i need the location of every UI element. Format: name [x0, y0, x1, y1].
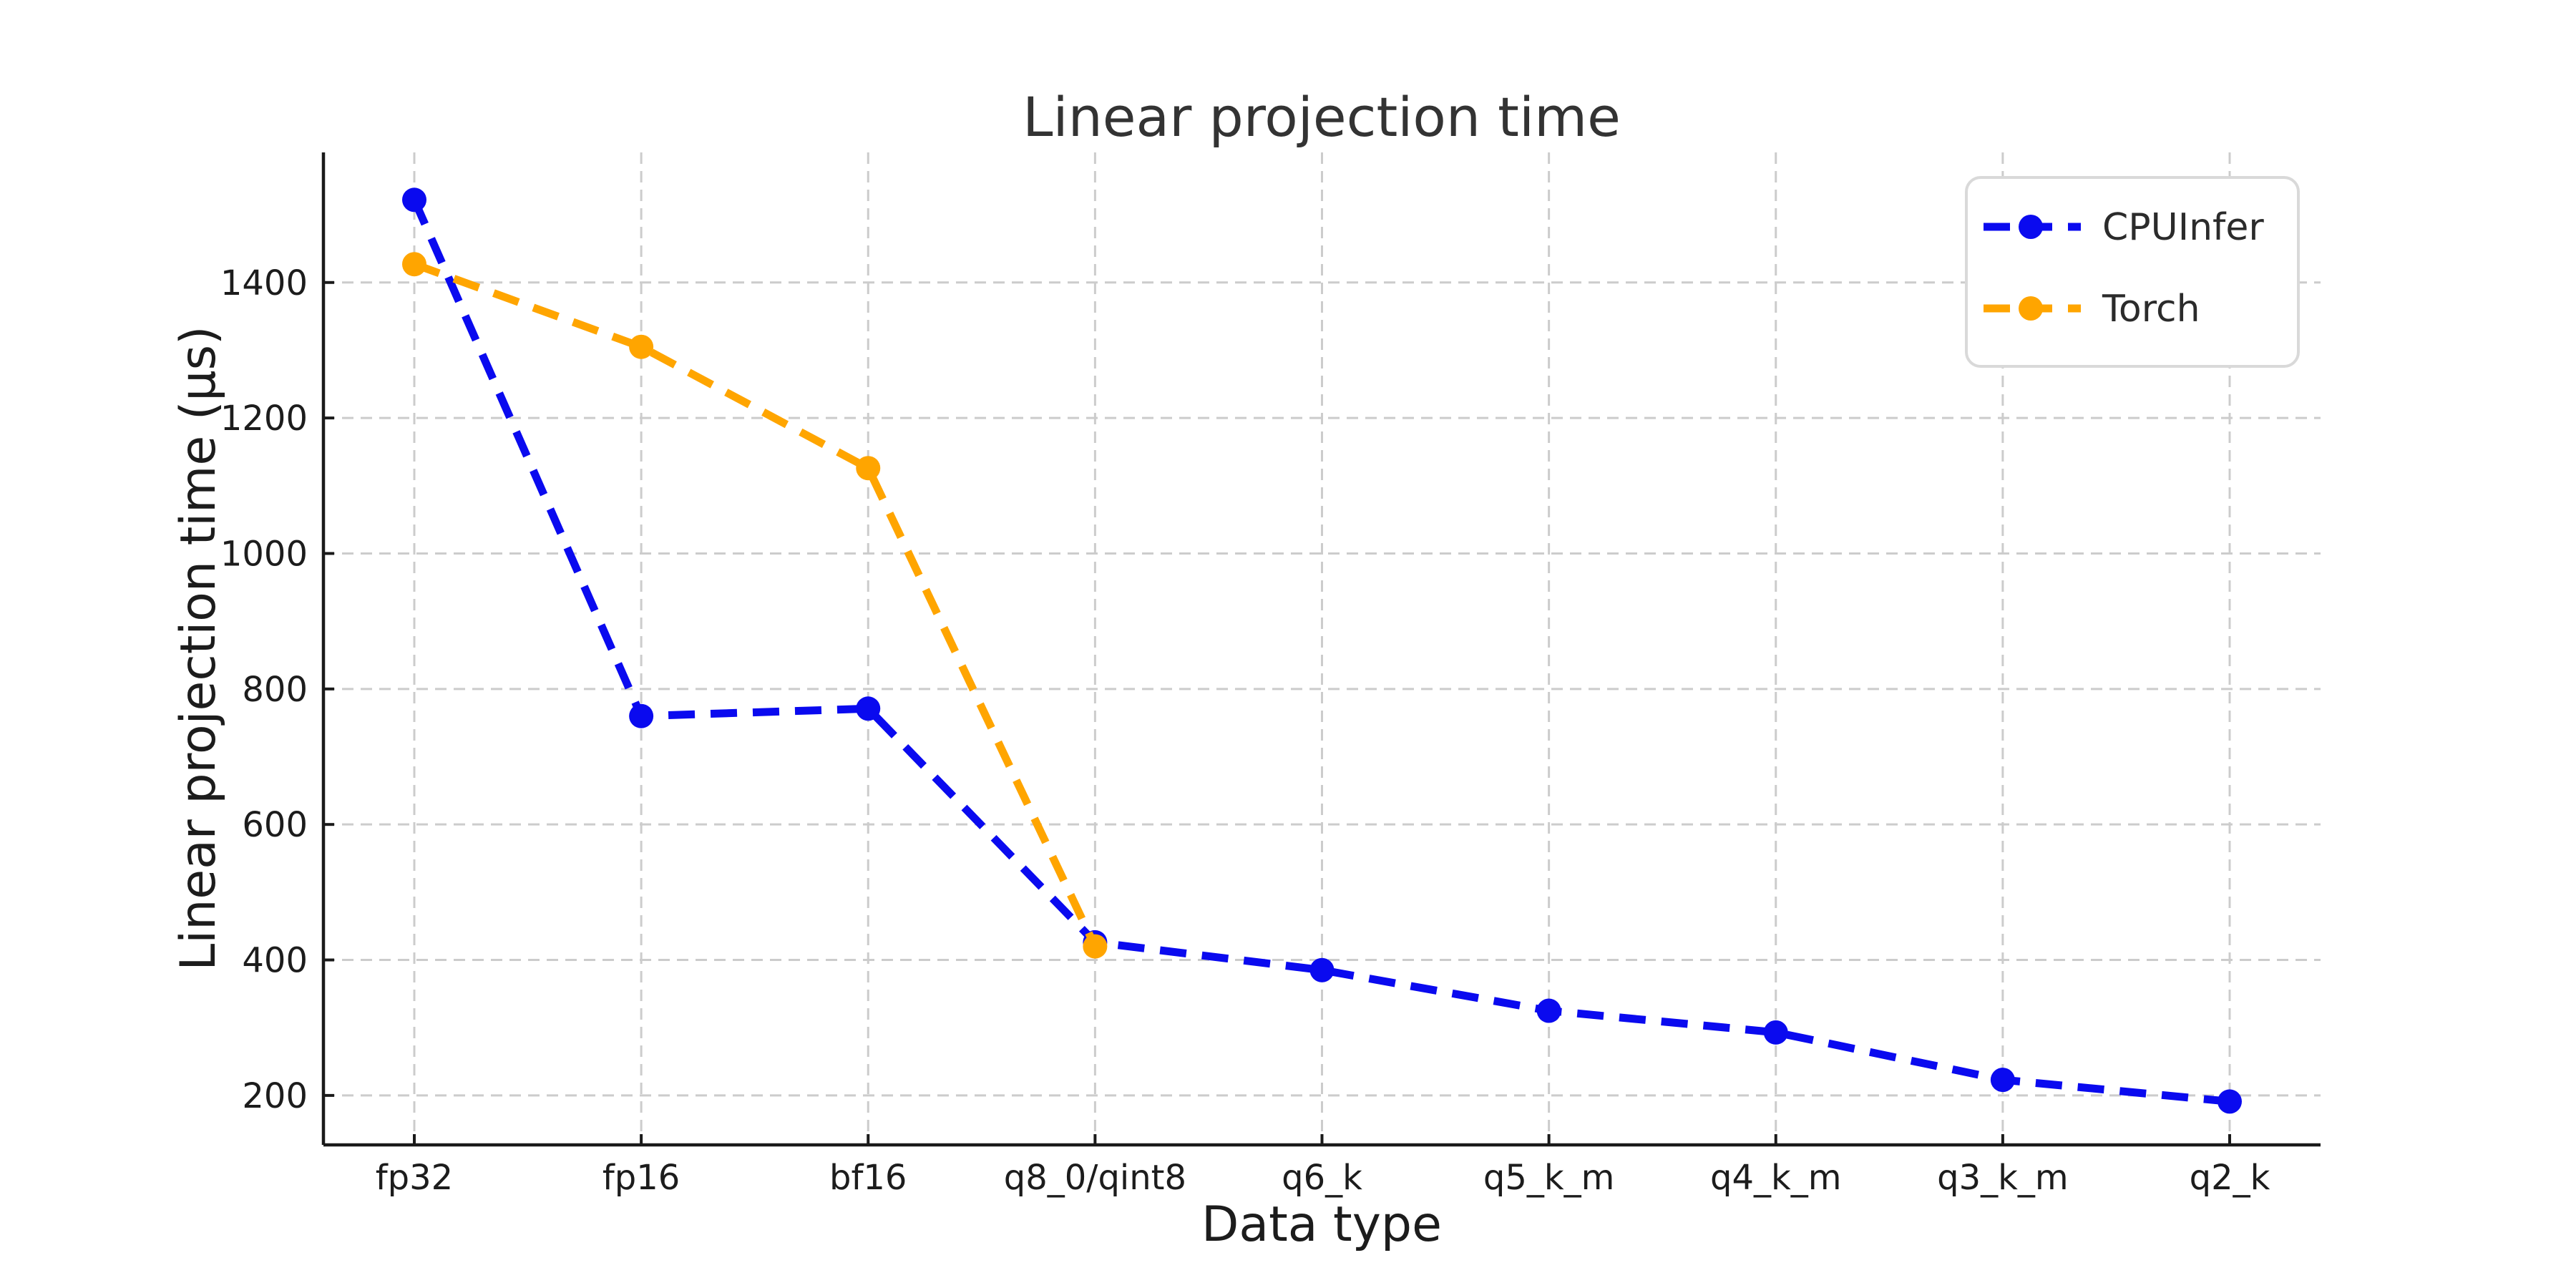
data-point-cpuinfer-q6_k [1309, 957, 1335, 982]
y-tick-label: 600 [242, 805, 308, 845]
y-tick-label: 800 [242, 670, 308, 710]
y-tick-label: 1200 [220, 399, 308, 439]
x-tick-label: q4_k_m [1710, 1158, 1842, 1198]
data-point-torch-q8_0/qint8 [1083, 934, 1108, 959]
data-point-cpuinfer-q3_k_m [1990, 1068, 2015, 1093]
legend-label-torch: Torch [2102, 288, 2200, 331]
series-layer [402, 187, 2242, 1114]
data-point-cpuinfer-fp32 [402, 187, 426, 213]
x-tick-label: q3_k_m [1937, 1158, 2069, 1198]
x-tick-label: q2_k [2190, 1158, 2270, 1198]
y-tick-label: 400 [242, 941, 308, 981]
x-tick-label: bf16 [829, 1158, 907, 1198]
data-point-cpuinfer-q2_k [2218, 1089, 2242, 1114]
data-point-cpuinfer-q5_k_m [1536, 998, 1561, 1023]
x-tick-label: q8_0/qint8 [1004, 1158, 1186, 1198]
series-line-torch [413, 260, 1099, 948]
legend-handle-marker [2019, 215, 2043, 239]
x-tick-label: q6_k [1282, 1158, 1362, 1198]
y-tick-label: 200 [242, 1076, 308, 1116]
axis-layer: 200 400 600 800 1000 1200 1400 fp32 fp16 bf16 q8_0… [220, 152, 2321, 1198]
data-point-cpuinfer-bf16 [856, 696, 881, 721]
legend-handle-marker [2019, 296, 2043, 321]
data-point-cpuinfer-q4_k_m [1763, 1020, 1788, 1045]
data-point-torch-fp32 [402, 252, 426, 277]
x-tick-label: fp32 [376, 1158, 453, 1198]
series-line-cpuinfer [410, 198, 2230, 1106]
legend-label-cpuinfer: CPUInfer [2102, 206, 2264, 249]
legend: CPUInfer Torch [1965, 176, 2300, 368]
x-tick-label: q5_k_m [1483, 1158, 1615, 1198]
chart-title: Linear projection time [1023, 85, 1621, 149]
y-tick-label: 1400 [220, 263, 308, 303]
y-axis-label: Linear projection time (μs) [170, 326, 227, 970]
y-tick-label: 1000 [220, 534, 308, 574]
data-point-cpuinfer-fp16 [629, 703, 654, 728]
data-point-torch-fp16 [629, 334, 654, 359]
x-tick-label: fp16 [602, 1158, 680, 1198]
x-axis-label: Data type [1201, 1196, 1442, 1253]
data-point-torch-bf16 [856, 456, 881, 481]
